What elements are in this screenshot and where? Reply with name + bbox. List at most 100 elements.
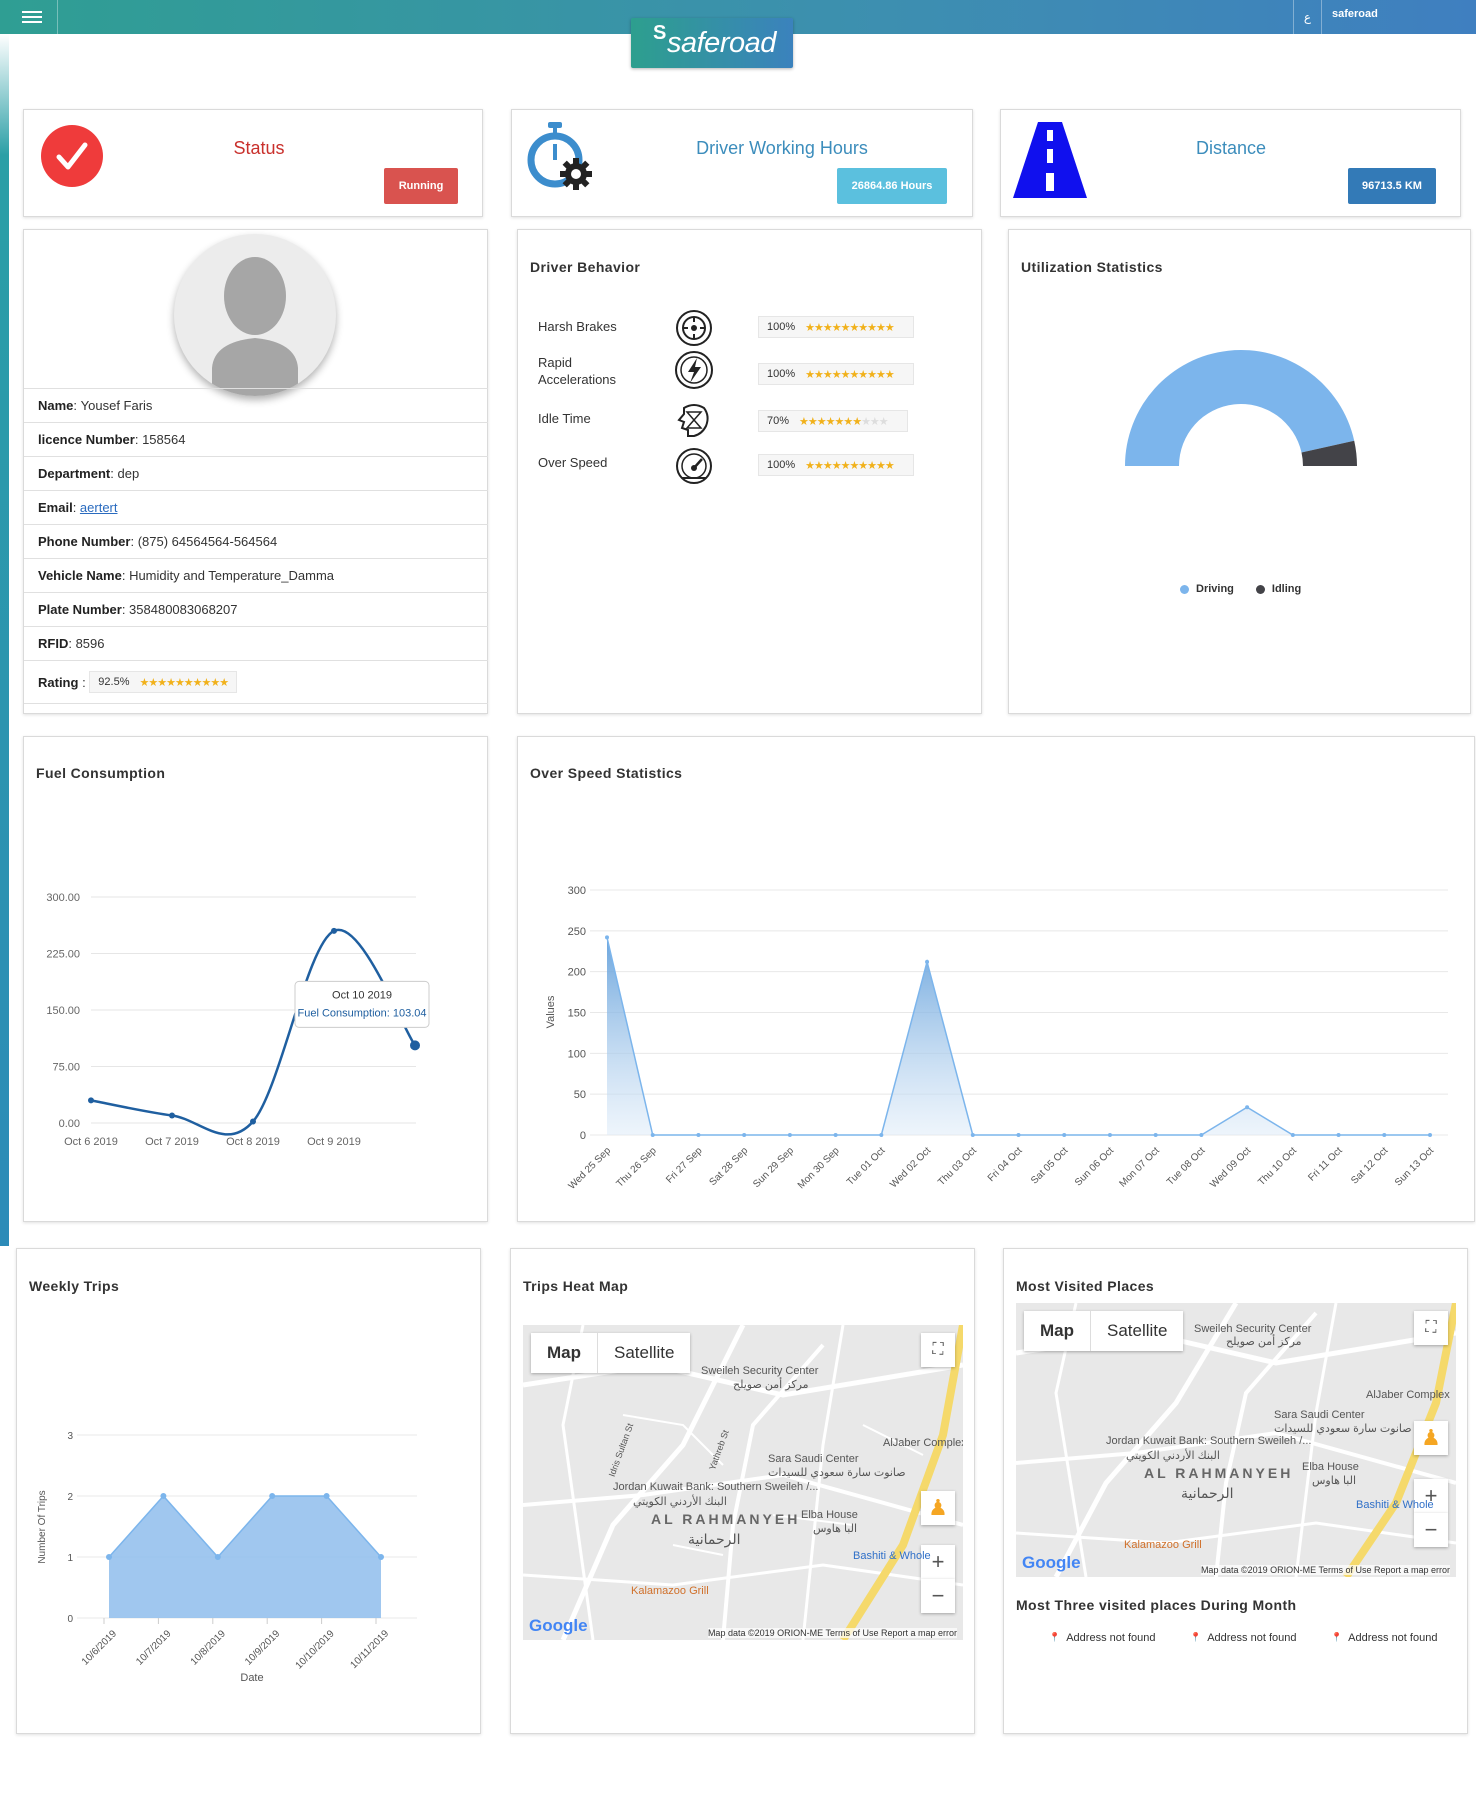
behavior-label: Over Speed bbox=[538, 455, 608, 470]
rating-value: 100% bbox=[767, 459, 796, 471]
language-toggle[interactable]: ع bbox=[1293, 0, 1321, 34]
fuel-data-point bbox=[250, 1118, 256, 1125]
over-speed-point bbox=[1245, 1105, 1250, 1110]
card-title: Most Visited Places bbox=[1016, 1278, 1155, 1294]
driver-behavior-card: Driver Behavior Harsh Brakes 100% ★★★★★★★… bbox=[517, 229, 982, 714]
street-view-pegman-icon[interactable]: ♟ bbox=[1414, 1421, 1448, 1455]
y-tick-label: 250 bbox=[568, 926, 586, 938]
department-value: dep bbox=[117, 466, 140, 481]
map-place-label: Jordan Kuwait Bank: Southern Sweileh /..… bbox=[613, 1481, 819, 1493]
idle-time-rating: 70% ★★★★★★★★★★ bbox=[758, 410, 908, 432]
over-speed-point bbox=[1428, 1133, 1432, 1137]
over-speed-point bbox=[787, 1133, 792, 1137]
map-place-label: صانوت سارة سعودي للسيدات bbox=[1274, 1423, 1412, 1435]
fullscreen-icon[interactable]: ⛶ bbox=[921, 1333, 955, 1367]
card-title: Over Speed Statistics bbox=[530, 765, 683, 781]
driver-rating: 92.5% ★★★★★★★★★★ bbox=[89, 671, 238, 693]
map-place-label: البنك الأردني الكويتي bbox=[1126, 1450, 1220, 1462]
menu-icon[interactable] bbox=[0, 0, 58, 34]
map-district-label: AL RAHMANYEH bbox=[1144, 1465, 1294, 1481]
x-tick-label: Tue 01 Oct bbox=[845, 1145, 888, 1188]
over-speed-point bbox=[1016, 1133, 1021, 1137]
card-title: Weekly Trips bbox=[29, 1278, 120, 1294]
field-label: Vehicle Name bbox=[38, 568, 122, 583]
check-circle-icon bbox=[41, 125, 103, 187]
map-attribution[interactable]: Map data ©2019 ORION-ME Terms of Use Rep… bbox=[1200, 1565, 1450, 1575]
map-place-label: البا هاوس bbox=[813, 1523, 858, 1535]
zoom-in-button[interactable]: + bbox=[921, 1545, 955, 1579]
x-tick-label: Thu 03 Oct bbox=[936, 1145, 979, 1188]
google-logo: Google bbox=[1022, 1553, 1081, 1572]
fullscreen-icon[interactable]: ⛶ bbox=[1414, 1311, 1448, 1345]
weekly-trips-point bbox=[214, 1554, 221, 1560]
fuel-consumption-chart: 0.00 75.00 150.00 225.00 300.00 Oct 6 2019 Oct… bbox=[46, 892, 430, 1148]
over-speed-point bbox=[1382, 1133, 1387, 1137]
rating-value: 92.5% bbox=[98, 676, 130, 688]
map-place-label: Sara Saudi Center bbox=[1274, 1409, 1365, 1421]
harsh-brakes-rating: 100% ★★★★★★★★★★ bbox=[758, 316, 914, 338]
most-visited-places-card: Most Visited Places Map Satellite ⛶ ♟ + … bbox=[1003, 1248, 1468, 1734]
map-place-label: مركز أمن صويلح bbox=[1226, 1336, 1302, 1348]
heat-map[interactable]: Map Satellite ⛶ ♟ + − Sweileh Security C… bbox=[523, 1325, 963, 1640]
fuel-data-point bbox=[88, 1097, 94, 1104]
rating-stars: ★★★★★★★★★★ bbox=[799, 415, 889, 428]
field-label: licence Number bbox=[38, 432, 135, 447]
over-speed-rating: 100% ★★★★★★★★★★ bbox=[758, 454, 914, 476]
map-place-label: الرحمانية bbox=[1181, 1485, 1234, 1501]
gauge-slice-idling bbox=[1301, 440, 1357, 466]
rating-value: 100% bbox=[767, 321, 796, 333]
map-attribution[interactable]: Map data ©2019 ORION-ME Terms of Use Rep… bbox=[707, 1628, 957, 1638]
over-speed-area bbox=[607, 937, 1430, 1135]
zoom-in-button[interactable]: + bbox=[1414, 1479, 1448, 1513]
map-place-label: البنك الأردني الكويتي bbox=[633, 1496, 727, 1508]
legend-item-idling[interactable]: Idling bbox=[1255, 583, 1301, 595]
driver-name-row: Name: Yousef Faris bbox=[24, 388, 488, 422]
map-place-label: البا هاوس bbox=[1312, 1475, 1357, 1487]
satellite-view-button[interactable]: Satellite bbox=[1107, 1321, 1168, 1340]
over-speed-point bbox=[1290, 1133, 1295, 1137]
zoom-out-button[interactable]: − bbox=[921, 1579, 955, 1613]
street-view-pegman-icon[interactable]: ♟ bbox=[921, 1491, 955, 1525]
rating-value: 100% bbox=[767, 368, 796, 380]
app-logo: S saferoad bbox=[631, 18, 793, 68]
map-place-label: الرحمانية bbox=[688, 1531, 741, 1547]
x-tick-label: Thu 26 Sep bbox=[614, 1145, 659, 1190]
field-label: Name bbox=[38, 398, 74, 413]
map-place-label: AlJaber Complex bbox=[883, 1437, 963, 1449]
left-accent-strip bbox=[0, 34, 9, 1246]
driver-avatar bbox=[174, 234, 336, 396]
over-speed-point bbox=[925, 959, 930, 964]
map-place-label: Elba House bbox=[801, 1509, 858, 1521]
visited-places-map[interactable]: Map Satellite ⛶ ♟ + − Sweileh Security C… bbox=[1016, 1303, 1456, 1577]
rating-label: Rating bbox=[38, 674, 79, 690]
satellite-view-button[interactable]: Satellite bbox=[614, 1343, 675, 1362]
map-place-label: Kalamazoo Grill bbox=[631, 1585, 709, 1597]
map-place-label: Sweileh Security Center bbox=[701, 1365, 819, 1377]
weekly-trips-point bbox=[160, 1493, 167, 1499]
map-roads bbox=[523, 1325, 963, 1640]
weekly-trips-point bbox=[106, 1554, 112, 1560]
place-address: Address not found bbox=[1348, 1631, 1438, 1644]
acceleration-icon bbox=[675, 351, 713, 389]
x-tick-label: 10/8/2019 bbox=[189, 1628, 229, 1668]
email-link[interactable]: aertert bbox=[79, 500, 118, 515]
top-right-controls: ع saferoad bbox=[1293, 0, 1476, 34]
behavior-label: Rapid Accelerations bbox=[538, 355, 617, 387]
over-speed-point bbox=[1153, 1133, 1158, 1137]
user-menu[interactable]: saferoad bbox=[1321, 0, 1476, 34]
speedometer-icon bbox=[676, 448, 712, 484]
legend-item-driving[interactable]: Driving bbox=[1180, 583, 1234, 595]
weekly-trips-area bbox=[109, 1496, 381, 1618]
y-tick-label: 50 bbox=[574, 1089, 586, 1101]
stopwatch-gear-icon bbox=[527, 122, 592, 190]
phone-row: Phone Number: (875) 64564564-564564 bbox=[24, 524, 488, 558]
card-title: Fuel Consumption bbox=[36, 765, 166, 781]
map-type-toggle: Map Satellite bbox=[531, 1333, 691, 1373]
visited-places-list: 📍 Address not found 📍 Address not found 📍 A… bbox=[1049, 1627, 1469, 1645]
over-speed-chart: 0 50 100 150 200 250 300 Values Wed 25 Sep Thu 26… bbox=[545, 885, 1448, 1192]
map-place-label: Bashiti & Whole bbox=[1356, 1499, 1434, 1511]
x-tick-label: Fri 11 Oct bbox=[1306, 1145, 1344, 1183]
map-view-button[interactable]: Map bbox=[531, 1333, 598, 1373]
zoom-out-button[interactable]: − bbox=[1414, 1513, 1448, 1547]
map-view-button[interactable]: Map bbox=[1024, 1311, 1091, 1351]
